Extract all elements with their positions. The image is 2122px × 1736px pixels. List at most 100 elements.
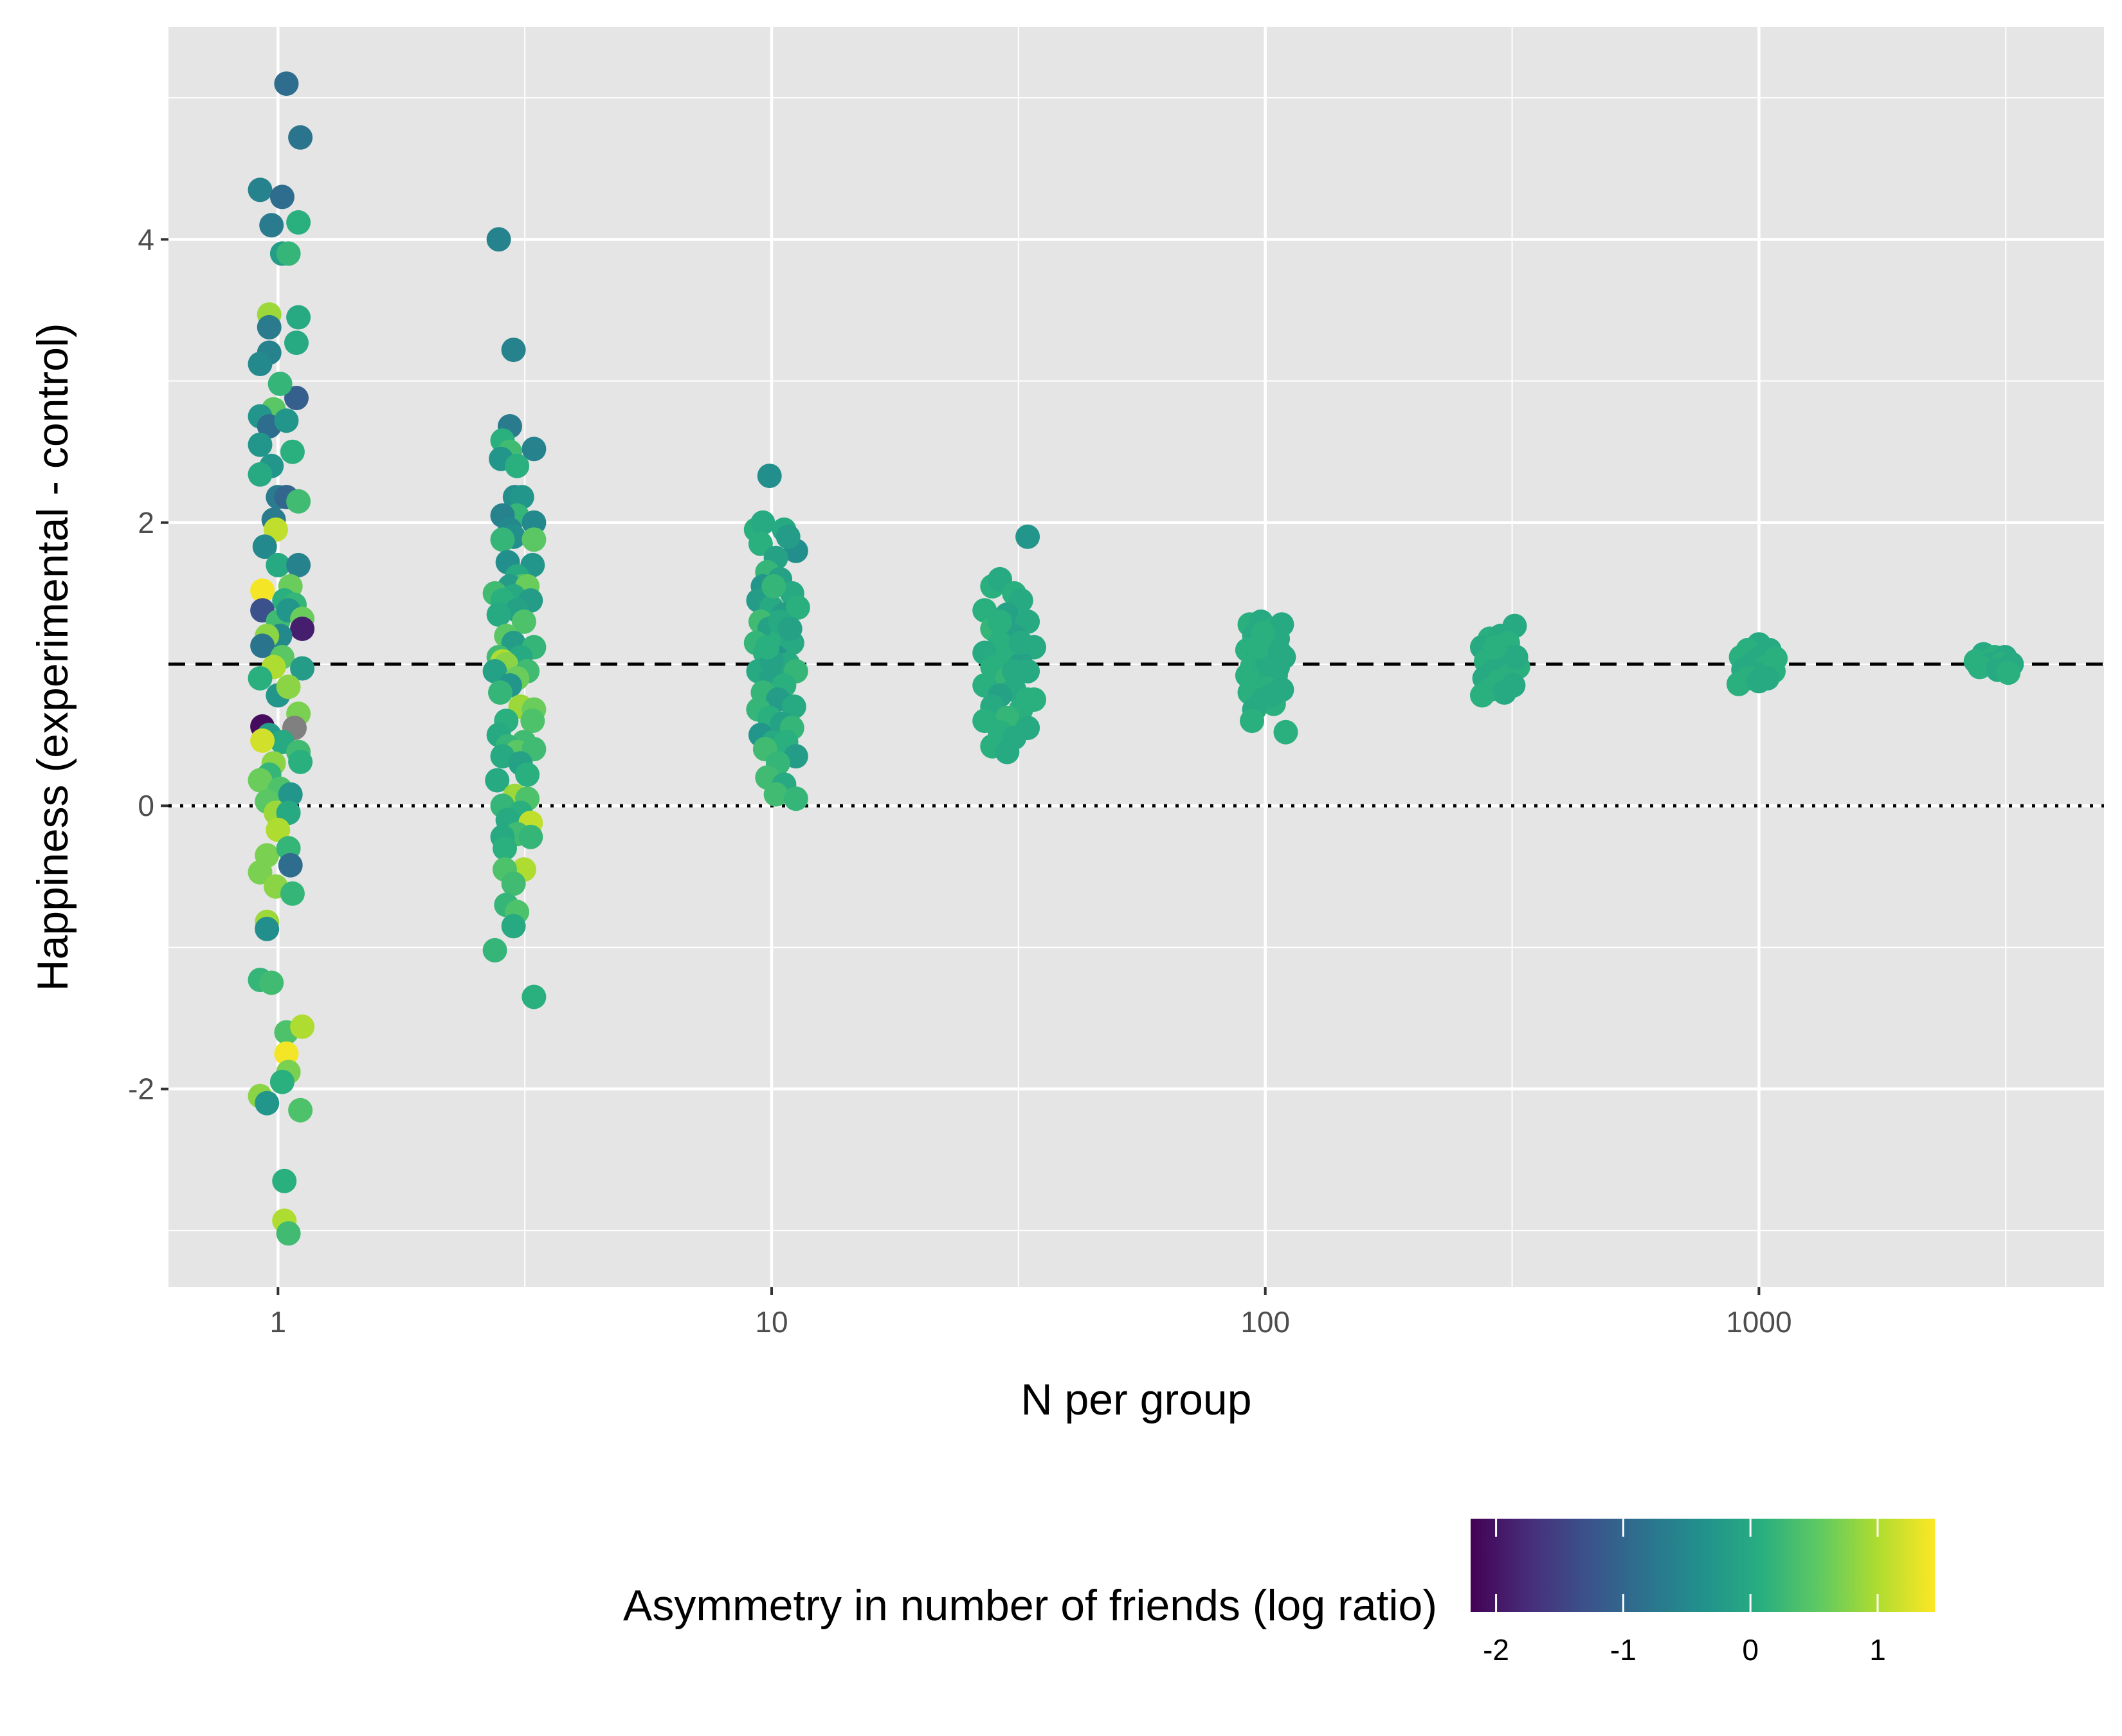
data-point [286,489,311,514]
data-point [493,836,517,861]
data-point [278,782,303,807]
legend-tick-label: 1 [1869,1633,1886,1667]
data-point [763,782,788,807]
x-tick-label: 100 [1240,1305,1290,1339]
data-point [761,574,786,599]
data-point [490,527,515,552]
data-point [284,386,309,410]
data-point [775,524,801,549]
axes: -2 0 2 4 1 10 100 1000 [128,222,1791,1339]
data-point [288,1098,313,1123]
data-point [250,633,275,658]
legend-tick-label: -1 [1610,1633,1637,1667]
data-point [515,762,540,787]
data-point [501,338,526,363]
data-point [988,609,1012,634]
data-point [280,881,305,906]
data-point [518,824,543,849]
data-point [266,552,291,577]
data-point [505,453,530,478]
data-point [777,617,803,641]
data-point [521,984,547,1009]
x-tick-label: 1000 [1726,1305,1791,1339]
data-point [1015,687,1040,712]
data-point [248,177,273,203]
y-tick-label: 2 [138,506,154,539]
data-point [521,437,547,462]
data-points [248,71,2024,1246]
data-point [509,485,534,510]
data-point [755,635,780,660]
data-point [286,210,311,235]
data-point [1503,645,1528,669]
plot-panel [168,27,2104,1287]
data-point [290,617,315,641]
data-point [278,853,303,878]
data-point [286,305,311,330]
data-point [269,185,295,210]
data-point [248,860,273,885]
data-point [485,768,510,793]
data-point [288,125,313,150]
data-point [250,578,275,603]
data-point [248,352,273,377]
data-point [501,914,526,939]
data-point [521,510,547,535]
legend-tick-label: -2 [1483,1633,1509,1667]
data-point [1002,659,1027,683]
data-point [274,408,299,433]
data-point [1492,680,1517,705]
data-point [255,916,280,941]
data-point [1470,683,1494,708]
data-point [785,595,810,620]
data-point [1240,709,1265,734]
data-point [757,464,782,489]
data-point [276,241,301,266]
data-point [783,786,808,811]
legend-colorbar [1471,1519,1935,1612]
y-tick-label: -2 [128,1072,154,1106]
data-point [248,462,273,487]
y-tick-label: 4 [138,222,154,256]
data-point [486,602,511,627]
data-point [290,1014,315,1039]
data-point [1967,655,1992,680]
data-point [521,527,547,552]
data-point [250,728,275,753]
color-legend: Asymmetry in number of friends (log rati… [623,1519,1935,1667]
data-point [1727,671,1751,696]
data-point [276,1221,301,1246]
data-point [1008,631,1033,655]
data-point [1746,669,1772,694]
legend-title: Asymmetry in number of friends (log rati… [623,1581,1437,1630]
data-point [255,1090,280,1116]
data-point [248,666,273,691]
data-point [276,674,301,700]
x-tick-label: 1 [270,1305,287,1339]
data-point [266,817,291,842]
data-point [248,768,273,793]
data-point [252,534,277,559]
data-point [259,970,284,995]
data-point [781,694,806,719]
data-point [501,871,526,896]
data-point [511,609,536,634]
x-axis-title: N per group [1020,1375,1251,1424]
data-point [257,314,282,339]
data-point [290,656,315,681]
data-point [486,227,511,252]
data-point [274,1041,299,1066]
data-point [280,439,305,464]
data-point [995,739,1020,764]
data-point [488,680,512,705]
data-point [274,71,299,96]
data-point [520,709,545,734]
legend-ticks: -2 -1 0 1 [1483,1519,1886,1667]
data-point [1259,683,1284,708]
data-point [272,1168,297,1193]
data-point [1235,663,1260,688]
y-axis-title: Happiness (experimental - control) [28,323,77,991]
data-point [284,330,309,356]
data-point [1251,620,1276,646]
